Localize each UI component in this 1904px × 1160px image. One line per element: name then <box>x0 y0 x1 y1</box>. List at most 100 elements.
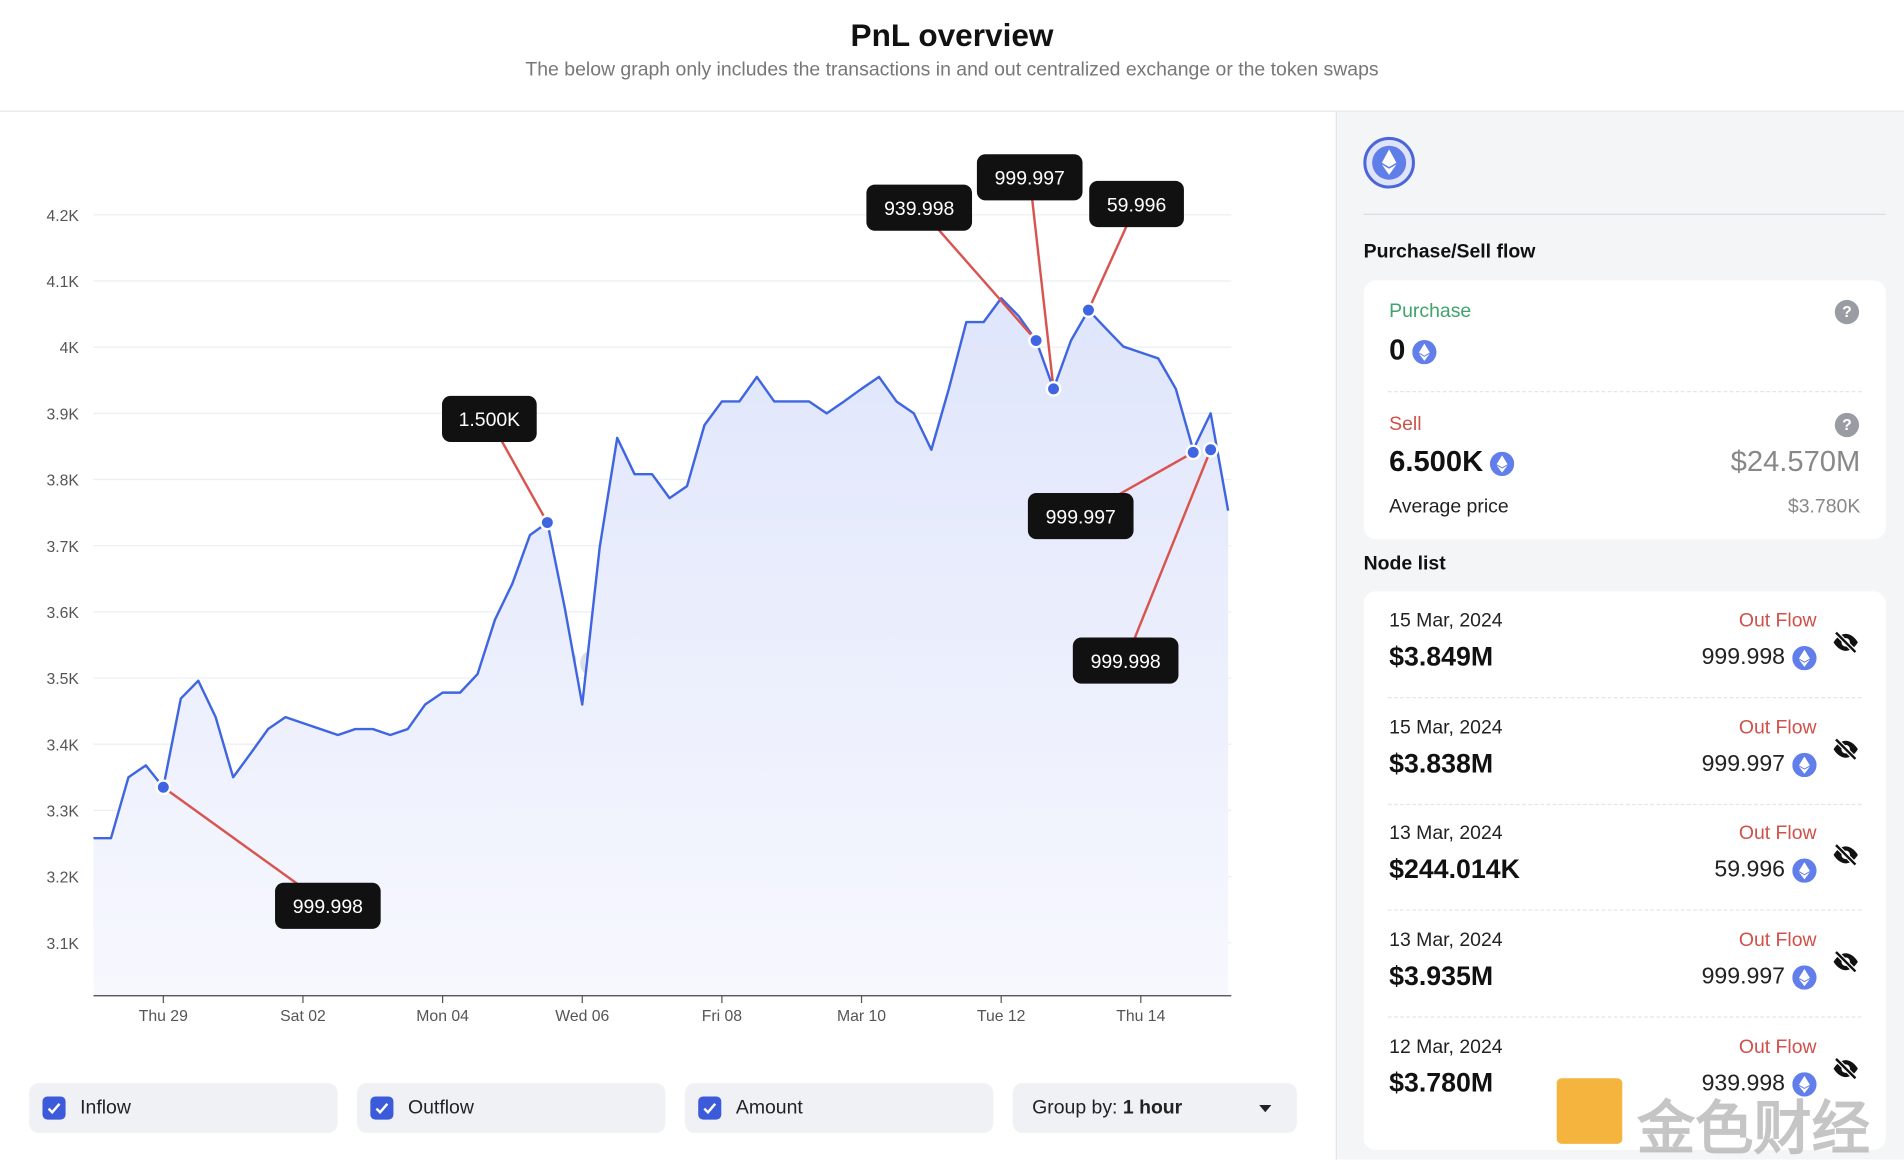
eth-icon <box>1792 1071 1817 1097</box>
purchase-amount: 0 <box>1389 334 1437 368</box>
annotation-box <box>275 882 381 929</box>
divider <box>1387 803 1862 805</box>
amount-toggle[interactable]: Amount <box>684 1083 994 1133</box>
annotation-box <box>1089 180 1184 228</box>
x-tick-label: Mar 10 <box>837 1008 886 1025</box>
section-title: Node list <box>1363 553 1446 575</box>
divider <box>1387 909 1862 912</box>
node-list: 15 Mar, 2024 Out Flow $3.849M 999.998 15 Mar… <box>1363 591 1886 1150</box>
x-tick-label: Thu 29 <box>139 1008 188 1025</box>
value: 0 <box>1389 333 1406 367</box>
divider <box>1387 697 1862 699</box>
watermark-logo <box>1556 1078 1623 1144</box>
eth-icon <box>1792 646 1817 671</box>
value: 999.997 <box>1701 964 1786 990</box>
sell-usd: $24.570M <box>1730 445 1861 479</box>
y-tick-label: 3.2K <box>46 870 79 887</box>
node-amount: 999.997 <box>1702 751 1817 778</box>
divider <box>1387 391 1862 393</box>
header: PnL overview The below graph only includ… <box>0 0 1904 112</box>
node-direction: Out Flow <box>1738 930 1817 951</box>
annotation-dot <box>1045 380 1062 397</box>
node-date: 13 Mar, 2024 <box>1389 930 1503 951</box>
y-tick-label: 4K <box>60 340 80 357</box>
hide-toggle[interactable] <box>1832 950 1859 974</box>
help-icon[interactable]: ? <box>1834 299 1860 325</box>
annotation-label: 999.998 <box>293 896 363 918</box>
annotation-box <box>1072 637 1179 684</box>
node-usd: $3.838M <box>1389 747 1494 778</box>
hide-toggle[interactable] <box>1832 737 1859 761</box>
watermark: 金色财经 <box>1636 1095 1871 1160</box>
annotation-leader <box>1124 449 1212 662</box>
annotation-box <box>442 395 537 443</box>
annotation-label: 999.998 <box>1091 651 1161 673</box>
sell-label: Sell <box>1389 414 1422 435</box>
hide-toggle[interactable] <box>1832 843 1859 867</box>
chart: SPOTONCHAIN3.1K3.2K3.3K3.4K3.5K3.6K3.7K3… <box>46 154 1232 1025</box>
y-tick-label: 3.9K <box>46 406 79 423</box>
y-tick-label: 3.5K <box>46 671 79 688</box>
node-usd: $3.849M <box>1389 641 1494 672</box>
y-tick-label: 4.1K <box>46 274 79 291</box>
sidebar: Purchase/Sell flow Purchase ? 0 Sell ? 6… <box>1335 111 1904 1160</box>
hide-toggle[interactable] <box>1832 630 1859 654</box>
annotation-box <box>976 154 1083 201</box>
annotation-label: 999.997 <box>1046 506 1116 528</box>
purchase-label: Purchase <box>1389 301 1472 322</box>
toggle-label: Inflow <box>80 1097 131 1118</box>
flow-card: Purchase ? 0 Sell ? 6.500K $24.570M Aver… <box>1363 280 1886 540</box>
avg-price: $3.780K <box>1787 496 1861 518</box>
inflow-toggle[interactable]: Inflow <box>29 1083 338 1133</box>
annotation-label: 59.996 <box>1107 194 1166 216</box>
x-tick-label: Sat 02 <box>280 1008 326 1025</box>
eth-icon <box>1490 451 1515 477</box>
annotation-label: 939.998 <box>884 198 954 220</box>
y-tick-label: 3.1K <box>46 936 79 953</box>
node-date: 12 Mar, 2024 <box>1389 1036 1503 1058</box>
value: 999.997 <box>1701 751 1786 777</box>
annotation-dot <box>155 779 172 796</box>
help-icon[interactable]: ? <box>1834 412 1860 438</box>
annotation-box <box>1027 493 1134 540</box>
annotation-dot <box>1080 302 1097 318</box>
annotation-dot <box>1202 441 1219 458</box>
node-date: 15 Mar, 2024 <box>1389 610 1503 632</box>
node-date: 13 Mar, 2024 <box>1389 823 1503 845</box>
avg-label: Average price <box>1389 496 1509 518</box>
x-tick-label: Fri 08 <box>702 1008 743 1025</box>
legend-label: Amount <box>735 1097 803 1118</box>
y-tick-label: 3.7K <box>46 539 79 556</box>
y-tick-label: 4.2K <box>46 208 79 225</box>
node-usd: $244.014K <box>1389 854 1520 885</box>
eth-icon <box>1792 752 1817 777</box>
node-amount: 59.996 <box>1714 857 1817 885</box>
line <box>93 297 1230 840</box>
y-tick-label: 3.3K <box>46 803 79 820</box>
divider <box>1387 1016 1862 1018</box>
group-by-select[interactable]: Group by: 1 hour <box>1012 1083 1297 1133</box>
annotation-box <box>866 184 973 231</box>
x-tick-label: Thu 14 <box>1116 1008 1165 1025</box>
annotation-dot <box>1028 332 1044 349</box>
value: 59.996 <box>1714 857 1786 884</box>
x-tick-label: Tue 12 <box>977 1008 1026 1025</box>
annotation-dot <box>1185 444 1202 461</box>
eth-icon <box>1792 858 1817 884</box>
outflow-toggle[interactable]: Outflow <box>357 1083 666 1133</box>
value: 999.998 <box>1701 644 1786 671</box>
annotation-label: 1.500K <box>459 409 521 431</box>
node-direction: Out Flow <box>1738 823 1817 845</box>
node-amount: 999.998 <box>1702 645 1817 672</box>
hide-toggle[interactable] <box>1832 1056 1859 1080</box>
token-icon <box>1363 136 1415 189</box>
node-direction: Out Flow <box>1738 717 1817 738</box>
annotation-label: 999.997 <box>995 168 1065 190</box>
sell-amount: 6.500K <box>1389 446 1515 480</box>
node-direction: Out Flow <box>1738 610 1817 632</box>
y-tick-label: 3.8K <box>46 473 79 490</box>
section-title: Purchase/Sell flow <box>1363 241 1536 263</box>
node-direction: Out Flow <box>1738 1036 1817 1058</box>
